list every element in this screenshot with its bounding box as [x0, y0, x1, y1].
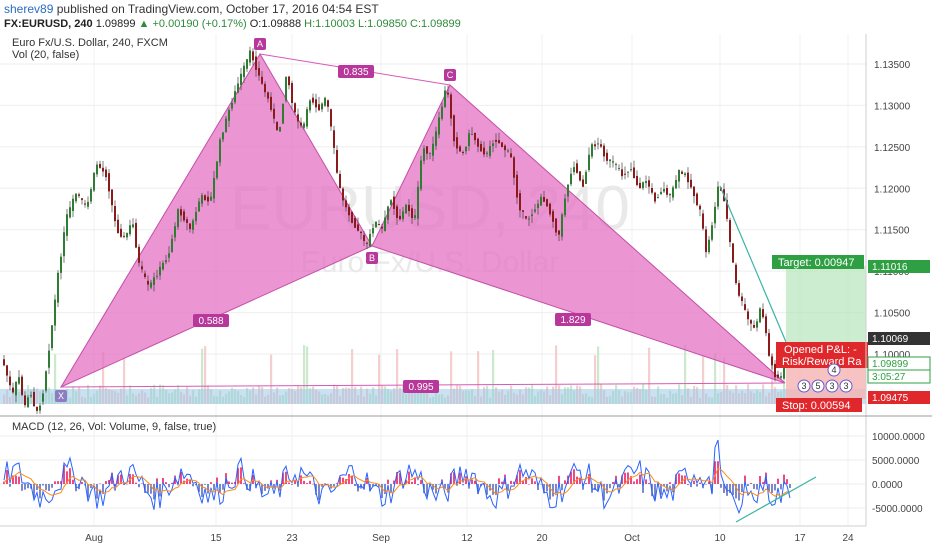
date-tick-1: 15: [210, 533, 222, 544]
high-value: H:1.10003: [304, 18, 355, 30]
opened-pnl-label: Opened P&L: -: [784, 344, 857, 356]
date-tick-2: 23: [286, 533, 298, 544]
date-tick-3: Sep: [372, 533, 390, 544]
time-axis[interactable]: Aug 15 23 Sep 12 20 Oct 10 17 24: [85, 533, 854, 544]
ratio-ac: 0.835: [343, 67, 368, 78]
count-4: 3: [843, 381, 848, 391]
macd-tick-0: 10000.0000: [872, 432, 925, 443]
macd-tick-2: 0.0000: [872, 480, 903, 491]
count-1: 3: [801, 381, 806, 391]
ratio-bd: 1.829: [560, 315, 585, 326]
open-value: O:1.09888: [249, 18, 302, 30]
macd-axis: 10000.0000 5000.0000 0.0000 -5000.0000: [872, 432, 925, 515]
bar-countdown: 3:05:27: [872, 372, 906, 383]
harmonic-pattern[interactable]: [59, 53, 786, 389]
trend-line: [719, 185, 787, 343]
macd-trend-line: [735, 476, 817, 523]
price-axis-markers: 1.11016 1.10069 1.09899 3:05:27 1.09475: [867, 260, 931, 404]
quote-line: FX:EURUSD, 240 1.09899 ▲ +0.00190 (+0.17…: [4, 18, 461, 30]
price-tick-3: 1.12000: [874, 184, 911, 195]
count-bubbles: 3 5 3 3 4: [797, 363, 853, 393]
ratio-labels: 0.835 0.588 1.829 0.995: [193, 65, 591, 393]
price-high-marker: 1.10069: [872, 334, 909, 345]
count-5: 4: [831, 365, 836, 375]
macd-tick-1: 5000.0000: [872, 456, 920, 467]
date-tick-4: 12: [461, 533, 473, 544]
close-value: C:1.09899: [410, 18, 461, 30]
price-tick-1: 1.13000: [874, 101, 911, 112]
candlestick-series: [3, 46, 785, 414]
pattern-bcd-triangle: [371, 84, 786, 384]
stop-zone: [786, 366, 866, 399]
count-2: 5: [815, 381, 820, 391]
published-text: published on TradingView.com, October 17…: [56, 2, 379, 16]
publish-header: sherev89 published on TradingView.com, O…: [0, 0, 932, 36]
price-tick-2: 1.12500: [874, 143, 911, 154]
date-tick-5: 20: [536, 533, 548, 544]
risk-reward-label: Risk/Reward Ra: [782, 356, 862, 368]
chart-area[interactable]: EURUSD, 240 Euro Fx/U.S. Dollar Euro Fx/…: [0, 34, 932, 550]
date-tick-6: Oct: [624, 533, 640, 544]
symbol-name: FX:EURUSD, 240: [4, 18, 93, 30]
count-3: 3: [829, 381, 834, 391]
price-tick-6: 1.10500: [874, 309, 911, 320]
price-target-marker: 1.11016: [872, 262, 908, 273]
point-x-label: X: [58, 391, 64, 401]
price-last-marker: 1.09899: [872, 359, 909, 370]
point-b-label: B: [369, 253, 375, 263]
date-tick-8: 17: [794, 533, 806, 544]
target-label: Target: 0.00947: [778, 257, 854, 269]
low-value: L:1.09850: [358, 18, 407, 30]
ratio-xd: 0.995: [408, 382, 433, 393]
date-tick-9: 24: [842, 533, 854, 544]
macd-line: [3, 439, 791, 515]
series-title: Euro Fx/U.S. Dollar, 240, FXCM: [12, 37, 168, 49]
price-tick-0: 1.13500: [874, 60, 911, 71]
last-price: 1.09899: [95, 18, 136, 30]
volume-bars: [0, 344, 866, 404]
publish-line: sherev89 published on TradingView.com, O…: [4, 2, 379, 16]
date-tick-7: 10: [714, 533, 726, 544]
price-stop-marker: 1.09475: [872, 393, 909, 404]
stop-label: Stop: 0.00594: [782, 400, 851, 412]
signal-line: [3, 467, 791, 497]
ratio-xb: 0.588: [198, 316, 223, 327]
price-tick-4: 1.11500: [874, 226, 910, 237]
macd-legend: MACD (12, 26, Vol: Volume, 9, false, tru…: [12, 421, 216, 433]
long-position-tool[interactable]: Target: 0.00947 Opened P&L: - Risk/Rewar…: [772, 255, 868, 412]
volume-legend: Vol (20, false): [12, 49, 79, 61]
macd-histogram: [3, 461, 791, 501]
price-axis[interactable]: 1.13500 1.13000 1.12500 1.12000 1.11500 1.110…: [865, 34, 911, 526]
point-a-label: A: [257, 39, 263, 49]
date-tick-0: Aug: [85, 533, 103, 544]
author-link[interactable]: sherev89: [4, 2, 54, 16]
pattern-point-labels: A C B X: [55, 38, 456, 402]
price-tick-7: 1.10000: [874, 350, 911, 361]
macd-tick-3: -5000.0000: [872, 504, 923, 515]
price-change: ▲ +0.00190 (+0.17%): [138, 18, 247, 30]
point-c-label: C: [447, 70, 454, 80]
